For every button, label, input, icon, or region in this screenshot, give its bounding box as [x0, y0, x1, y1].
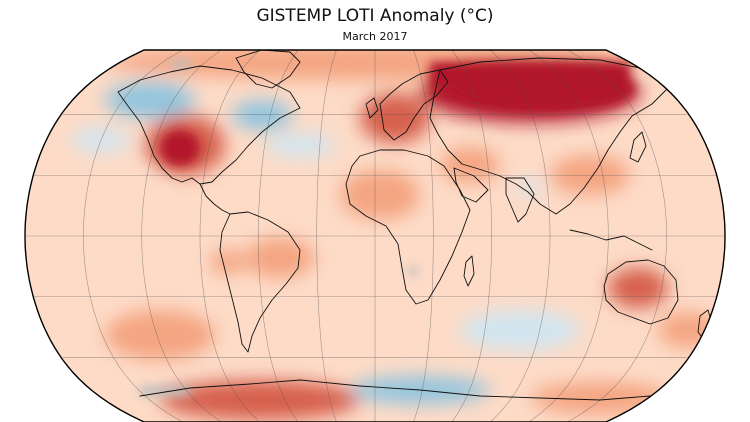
graticule-meridian — [451, 50, 493, 422]
coast-north-america — [117, 65, 301, 185]
graticule-meridian — [82, 50, 183, 422]
anomaly-antarctic-warm — [160, 380, 360, 420]
anomaly-pacific-cool — [70, 128, 130, 152]
graticule-meridian — [199, 50, 260, 422]
coast-indonesia — [569, 229, 653, 251]
anomaly-europe-warm — [360, 93, 430, 143]
coast-africa — [345, 149, 471, 305]
anomaly-africa-south — [405, 237, 455, 287]
coast-uk — [365, 97, 379, 119]
anomaly-africa-nodata — [408, 267, 418, 275]
coast-europe — [379, 69, 449, 141]
anomaly-peru-warm — [210, 250, 246, 274]
coast-japan — [629, 131, 647, 163]
anomaly-indian-ocean — [475, 230, 585, 290]
coast-madagascar — [463, 255, 475, 287]
graticule-meridian — [490, 50, 551, 422]
anomaly-siberia-block — [430, 62, 630, 92]
map-subtitle: March 2017 — [342, 30, 408, 43]
anomaly-south-atlantic — [290, 280, 390, 320]
anomaly-pacific-mild — [35, 165, 155, 235]
graticule-meridian — [316, 50, 337, 422]
coast-arabia — [453, 167, 489, 203]
anomaly-usa-core — [160, 130, 200, 166]
coast-antarctica — [139, 379, 651, 401]
anomaly-aus-coast — [658, 312, 718, 348]
graticule-meridian — [528, 50, 609, 422]
anomaly-arctic-nodata — [170, 60, 190, 68]
anomaly-field — [25, 50, 725, 422]
coastlines — [117, 50, 713, 401]
anomaly-brazil-warm — [245, 238, 315, 278]
anomaly-australia-warm — [608, 268, 668, 308]
anomaly-south-pacific — [105, 310, 215, 360]
anomaly-antarctic-nodata — [140, 386, 190, 396]
map-title: GISTEMP LOTI Anomaly (°C) — [256, 6, 494, 26]
graticule-meridian — [257, 50, 299, 422]
coast-australia — [603, 259, 679, 325]
coast-south-america — [219, 211, 301, 353]
map-boundary — [24, 49, 726, 422]
anomaly-sahara-warm — [340, 170, 420, 220]
anomaly-south-indian — [460, 310, 580, 350]
anomaly-mideast-warm — [440, 147, 500, 183]
coast-india — [505, 177, 535, 223]
graticule-meridian — [413, 50, 434, 422]
anomaly-hotspots — [140, 60, 635, 396]
anomaly-blobs — [35, 50, 718, 420]
anomaly-atlantic-cool — [265, 133, 335, 157]
graticule-meridian — [141, 50, 222, 422]
anomaly-quebec-cool — [232, 100, 292, 130]
coast-central-america — [199, 183, 231, 215]
anomaly-canada-cool — [105, 82, 195, 118]
graticule-meridian — [567, 50, 668, 422]
graticule — [25, 50, 725, 422]
